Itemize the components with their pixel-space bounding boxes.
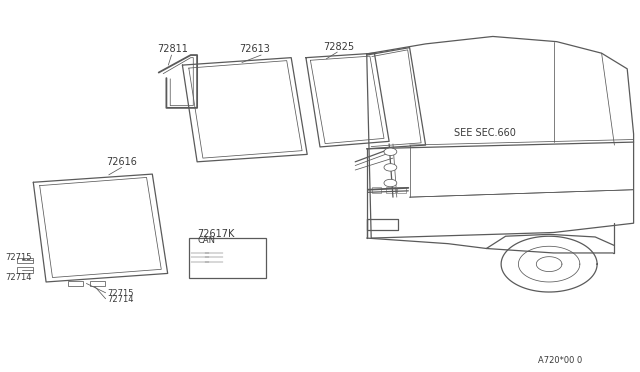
Circle shape [384, 148, 397, 155]
Bar [189, 238, 266, 278]
Circle shape [384, 164, 397, 171]
Text: 72825: 72825 [323, 42, 355, 51]
Text: 72715: 72715 [5, 253, 31, 262]
Circle shape [384, 179, 397, 187]
Text: 72616: 72616 [106, 157, 137, 167]
Text: A720*00 0: A720*00 0 [538, 356, 582, 365]
Text: CAN: CAN [197, 236, 215, 245]
Text: 72613: 72613 [239, 45, 270, 54]
Text: 72811: 72811 [157, 45, 188, 54]
Text: 72617K: 72617K [197, 230, 234, 239]
Text: 72714: 72714 [108, 295, 134, 304]
Text: SEE SEC.660: SEE SEC.660 [454, 128, 516, 138]
Text: 72715: 72715 [108, 289, 134, 298]
Text: 72714: 72714 [5, 273, 31, 282]
